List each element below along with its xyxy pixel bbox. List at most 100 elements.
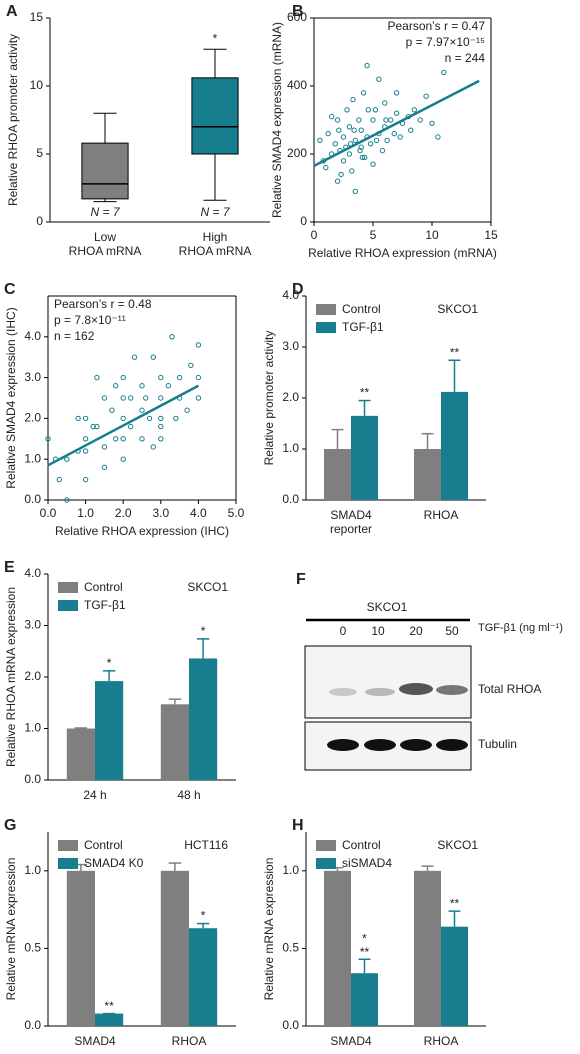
significance: * — [213, 31, 218, 45]
band — [327, 739, 359, 751]
y-tick-label: 0 — [300, 214, 307, 228]
y-tick-label: 2.0 — [24, 669, 41, 683]
point — [120, 374, 126, 381]
panel-letter: D — [292, 281, 304, 298]
legend-label: Control — [342, 302, 381, 316]
x-tick-label: 3.0 — [152, 506, 169, 520]
y-tick-label: 0 — [36, 214, 43, 228]
point — [146, 415, 153, 422]
band — [436, 685, 468, 695]
point — [397, 134, 403, 140]
point — [150, 354, 156, 360]
x-tick-label: RHOA — [424, 1034, 459, 1048]
significance: ** — [450, 896, 460, 910]
significance: * — [107, 656, 112, 670]
point — [176, 374, 183, 381]
panel-letter: F — [296, 571, 306, 588]
point — [346, 151, 353, 157]
y-tick-label: 1.0 — [282, 441, 299, 455]
point — [373, 137, 380, 144]
point — [128, 395, 134, 401]
point — [358, 144, 364, 150]
point — [435, 134, 441, 140]
point — [323, 164, 329, 171]
stats-text: p = 7.97×10⁻¹⁵ — [406, 35, 485, 49]
x-tick-label: SMAD4 — [330, 1034, 372, 1048]
point — [82, 476, 89, 483]
y-axis-title: Relative mRNA expression — [262, 858, 276, 1001]
chart-panel: E 0.0 1.0 2.0 3.0 4.0 Relative RHOA mRNA expre… — [4, 559, 236, 802]
point — [408, 127, 414, 133]
box — [191, 77, 239, 155]
point — [94, 374, 100, 381]
bar — [324, 449, 351, 500]
x-tick-label: 48 h — [177, 788, 200, 802]
y-tick-label: 1.0 — [24, 451, 41, 465]
point — [165, 383, 172, 389]
y-tick-label: 0.0 — [282, 1018, 299, 1032]
bar — [66, 870, 95, 1026]
x-tick-label: 1.0 — [77, 506, 94, 520]
cell-line: HCT116 — [184, 838, 228, 852]
y-tick-label: 4.0 — [24, 566, 41, 580]
x-tick-label: 24 h — [83, 788, 106, 802]
point — [195, 342, 202, 348]
point — [344, 107, 350, 113]
point — [364, 62, 370, 69]
point — [120, 415, 126, 422]
x-tick-label: 4.0 — [190, 506, 207, 520]
point — [158, 415, 164, 422]
legend-swatch — [58, 582, 78, 593]
point — [45, 436, 51, 442]
chart-panel: B 0 200 400 600 0 5 10 15 Relative SMAD4 expressi… — [270, 3, 498, 260]
cell-line: SKCO1 — [187, 580, 228, 594]
point — [101, 464, 108, 471]
point — [362, 154, 368, 161]
trend-line — [47, 384, 199, 467]
x-tick-label: 0.0 — [40, 506, 57, 520]
point — [195, 395, 202, 401]
bar — [95, 681, 124, 780]
point — [101, 444, 108, 450]
point — [441, 69, 447, 76]
point — [349, 168, 355, 174]
significance: ** — [360, 386, 370, 400]
legend-label: Control — [84, 838, 123, 852]
significance: * ** — [360, 931, 370, 959]
significance: ** — [450, 345, 460, 359]
treatment: TGF-β1 (ng ml⁻¹) — [478, 622, 563, 634]
point — [423, 93, 429, 99]
point — [143, 395, 149, 401]
stats-text: n = 162 — [54, 329, 95, 343]
chart-panel: A 0 5 10 15 Relative RHOA promoter activity Lo… — [6, 3, 270, 258]
y-tick-label: 1.0 — [24, 863, 41, 877]
y-tick-label: 15 — [30, 10, 44, 24]
legend-swatch — [58, 840, 78, 851]
point — [158, 436, 164, 442]
point — [346, 124, 353, 130]
legend-label: TGF-β1 — [84, 598, 126, 612]
band — [400, 739, 432, 751]
point — [325, 130, 331, 137]
x-tick-label: 15 — [484, 228, 498, 242]
y-tick-label: 3.0 — [24, 618, 41, 632]
stats-text: Pearson’s r = 0.48 — [54, 297, 152, 311]
bar — [160, 870, 189, 1026]
x-tick-label: RHOA — [424, 508, 459, 522]
bar — [441, 391, 468, 500]
y-tick-label: 200 — [287, 146, 307, 160]
bar — [414, 870, 441, 1026]
row-label: Tubulin — [478, 737, 517, 751]
y-axis-title: Relative promoter activity — [262, 331, 276, 466]
y-axis-title: Relative RHOA promoter activity — [6, 34, 20, 206]
bar — [351, 973, 378, 1026]
legend-label: Control — [342, 838, 381, 852]
point — [101, 395, 108, 401]
band — [399, 683, 433, 695]
y-tick-label: 0.0 — [24, 492, 41, 506]
point — [169, 334, 175, 340]
point — [417, 117, 423, 123]
cell-line: SKCO1 — [367, 600, 408, 614]
